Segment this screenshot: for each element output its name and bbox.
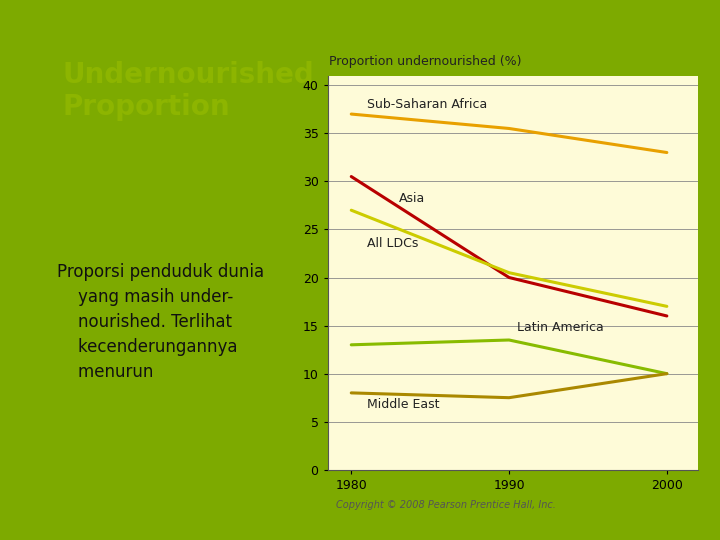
Text: Latin America: Latin America xyxy=(517,321,603,334)
Text: Middle East: Middle East xyxy=(367,398,439,411)
Text: Sub-Saharan Africa: Sub-Saharan Africa xyxy=(367,98,487,111)
Text: All LDCs: All LDCs xyxy=(367,238,418,251)
Text: Proporsi penduduk dunia
    yang masih under-
    nourished. Terlihat
    kecend: Proporsi penduduk dunia yang masih under… xyxy=(57,263,264,381)
Text: Asia: Asia xyxy=(399,192,425,205)
Text: Proportion undernourished (%): Proportion undernourished (%) xyxy=(329,55,521,68)
Text: Undernourished
Proportion: Undernourished Proportion xyxy=(63,62,315,121)
Text: Copyright © 2008 Pearson Prentice Hall, Inc.: Copyright © 2008 Pearson Prentice Hall, … xyxy=(336,500,557,510)
